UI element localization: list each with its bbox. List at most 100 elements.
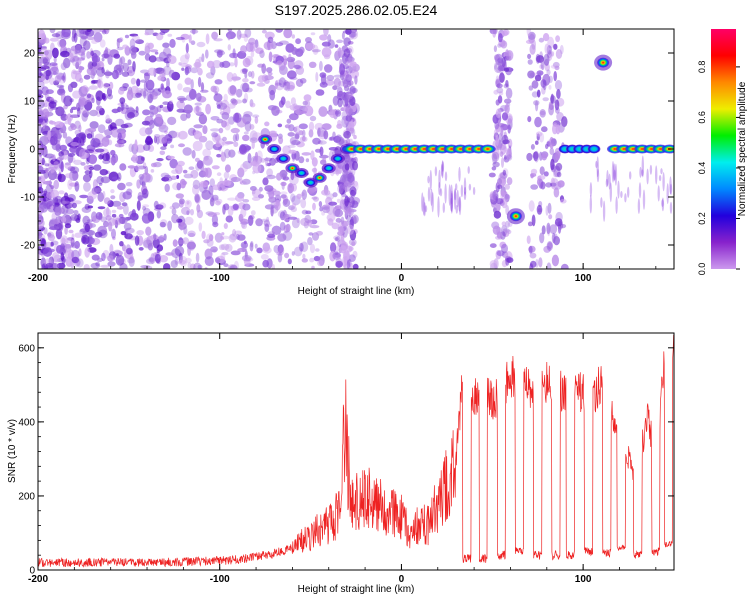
stripe-speckle (489, 260, 498, 268)
noise-speckle (154, 108, 158, 117)
noise-speckle (60, 200, 71, 204)
noise-speckle (187, 230, 196, 238)
noise-speckle (169, 38, 176, 48)
noise-speckle (40, 257, 47, 268)
noise-speckle (264, 121, 270, 127)
stripe-speckle (505, 87, 513, 99)
noise-speckle (168, 69, 176, 78)
stripe-speckle (343, 93, 350, 105)
noise-speckle (110, 195, 116, 200)
noise-speckle (127, 112, 135, 119)
stripe-speckle (494, 53, 503, 66)
noise-speckle (184, 52, 190, 60)
noise-speckle (218, 127, 224, 134)
noise-speckle (321, 123, 332, 130)
noise-speckle (309, 225, 320, 229)
streak-speckle (444, 183, 447, 204)
noise-speckle (69, 114, 80, 118)
stripe-speckle (499, 72, 505, 83)
streak-speckle (431, 192, 434, 213)
noise-speckle (183, 104, 193, 114)
noise-speckle (155, 204, 164, 210)
noise-speckle (284, 80, 291, 92)
stripe-speckle (506, 50, 514, 61)
stripe-speckle (548, 85, 552, 90)
stripe-speckle (536, 89, 541, 98)
noise-speckle (203, 239, 210, 244)
noise-speckle (159, 150, 166, 156)
noise-speckle (96, 80, 104, 89)
noise-speckle (84, 223, 91, 233)
noise-speckle (88, 85, 98, 90)
noise-speckle (210, 65, 216, 76)
noise-speckle (64, 162, 71, 169)
streak-speckle (441, 161, 445, 173)
noise-speckle (239, 181, 247, 185)
noise-speckle (249, 137, 258, 144)
noise-speckle (40, 47, 49, 59)
stripe-speckle (348, 108, 354, 116)
noise-speckle (301, 152, 312, 156)
noise-speckle (227, 44, 231, 51)
noise-speckle (136, 200, 141, 211)
noise-speckle (87, 244, 92, 248)
streak-speckle (423, 202, 426, 217)
noise-speckle (220, 151, 227, 162)
x-tick-label: -100 (210, 574, 230, 585)
noise-speckle (259, 50, 265, 59)
stripe-speckle (350, 119, 354, 129)
noise-speckle (70, 166, 80, 174)
noise-speckle (150, 234, 159, 241)
noise-speckle (208, 185, 214, 195)
stripe-speckle (546, 224, 551, 237)
noise-speckle (313, 196, 319, 202)
stripe-speckle (554, 218, 563, 227)
noise-speckle (285, 223, 291, 233)
stripe-speckle (527, 116, 532, 123)
noise-speckle (240, 218, 249, 224)
noise-speckle (60, 195, 71, 206)
noise-speckle (336, 39, 344, 44)
noise-speckle (309, 243, 316, 254)
noise-speckle (168, 130, 178, 139)
noise-speckle (137, 195, 144, 201)
x-tick-label: 0 (399, 574, 405, 585)
noise-speckle (180, 33, 190, 40)
noise-speckle (38, 176, 46, 183)
noise-speckle (141, 188, 149, 199)
noise-speckle (124, 34, 130, 39)
noise-speckle (194, 157, 200, 162)
noise-speckle (299, 242, 304, 252)
noise-speckle (254, 39, 259, 48)
noise-speckle (149, 119, 155, 129)
noise-speckle (73, 32, 78, 43)
noise-speckle (235, 88, 243, 98)
stripe-speckle (534, 74, 542, 82)
snr-x-label: Height of straight line (km) (298, 584, 415, 595)
stripe-speckle (551, 232, 556, 244)
noise-speckle (103, 29, 110, 35)
stripe-speckle (546, 50, 553, 61)
noise-speckle (74, 181, 80, 192)
stripe-speckle (534, 150, 539, 163)
noise-speckle (256, 247, 263, 254)
noise-speckle (116, 46, 124, 51)
stripe-speckle (336, 86, 343, 98)
noise-speckle (81, 230, 88, 242)
noise-speckle (78, 95, 86, 107)
noise-speckle (237, 167, 245, 178)
stripe-speckle (342, 255, 347, 268)
streak-speckle (468, 183, 472, 191)
noise-speckle (195, 252, 200, 263)
noise-speckle (105, 118, 113, 124)
noise-speckle (73, 210, 79, 215)
noise-speckle (221, 120, 227, 128)
noise-speckle (275, 42, 284, 47)
noise-speckle (243, 131, 249, 135)
noise-speckle (125, 182, 133, 187)
noise-speckle (64, 120, 69, 125)
noise-speckle (96, 176, 104, 185)
noise-speckle (102, 92, 106, 100)
noise-speckle (315, 89, 325, 96)
noise-speckle (129, 33, 139, 37)
